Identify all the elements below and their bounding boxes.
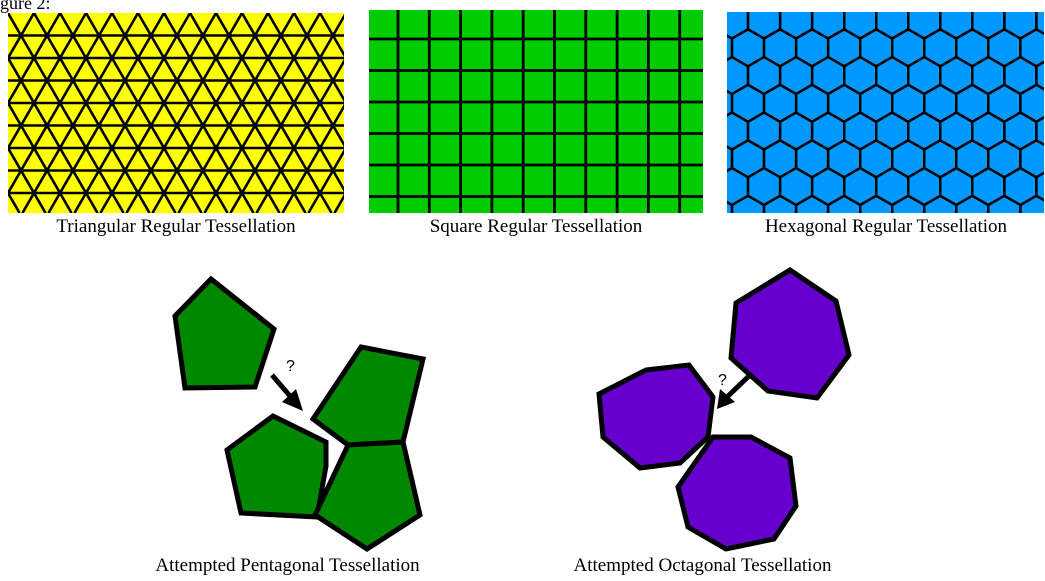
- placed-octagon-left: [596, 362, 716, 471]
- floating-pentagon: [172, 275, 277, 391]
- figure-label: gure 2:: [0, 0, 51, 13]
- arrow-head-icon: [282, 389, 303, 411]
- octagonal-attempt-drawing: ?: [596, 267, 852, 552]
- hexagonal-tessellation: [727, 12, 1044, 213]
- question-mark: ?: [718, 372, 727, 389]
- triangular-tessellation: [8, 13, 344, 213]
- arrow-shaft: [723, 373, 752, 401]
- square-tessellation: [369, 10, 703, 213]
- arrow-head-icon: [717, 389, 735, 409]
- triangular-background: [8, 13, 344, 213]
- hexagonal-background: [727, 12, 1044, 213]
- triangular-grid-lines: [8, 13, 344, 213]
- placed-octagon-right: [675, 434, 799, 552]
- floating-heptagon: [728, 267, 852, 401]
- placed-pentagon-top: [309, 344, 427, 448]
- pentagonal-caption: Attempted Pentagonal Tessellation: [155, 555, 420, 576]
- square-grid-lines: [369, 10, 703, 213]
- placed-pentagon-bottom: [311, 439, 423, 552]
- hexagonal-grid-lines: [727, 12, 1044, 213]
- hexagonal-caption: Hexagonal Regular Tessellation: [764, 216, 1008, 237]
- triangular-caption: Triangular Regular Tessellation: [56, 216, 296, 237]
- question-mark: ?: [286, 358, 295, 375]
- placed-pentagon-left: [224, 413, 329, 520]
- pentagonal-attempt: ?: [170, 255, 440, 555]
- octagonal-attempt: ?: [585, 265, 865, 555]
- triangular-tessellation-panel: [8, 13, 344, 213]
- hexagonal-tessellation-panel: [727, 12, 1044, 213]
- octagonal-caption: Attempted Octagonal Tessellation: [573, 555, 832, 576]
- square-caption: Square Regular Tessellation: [429, 216, 643, 237]
- square-background: [369, 10, 703, 213]
- square-tessellation-panel: [369, 10, 703, 213]
- pentagonal-attempt-drawing: ?: [172, 275, 427, 552]
